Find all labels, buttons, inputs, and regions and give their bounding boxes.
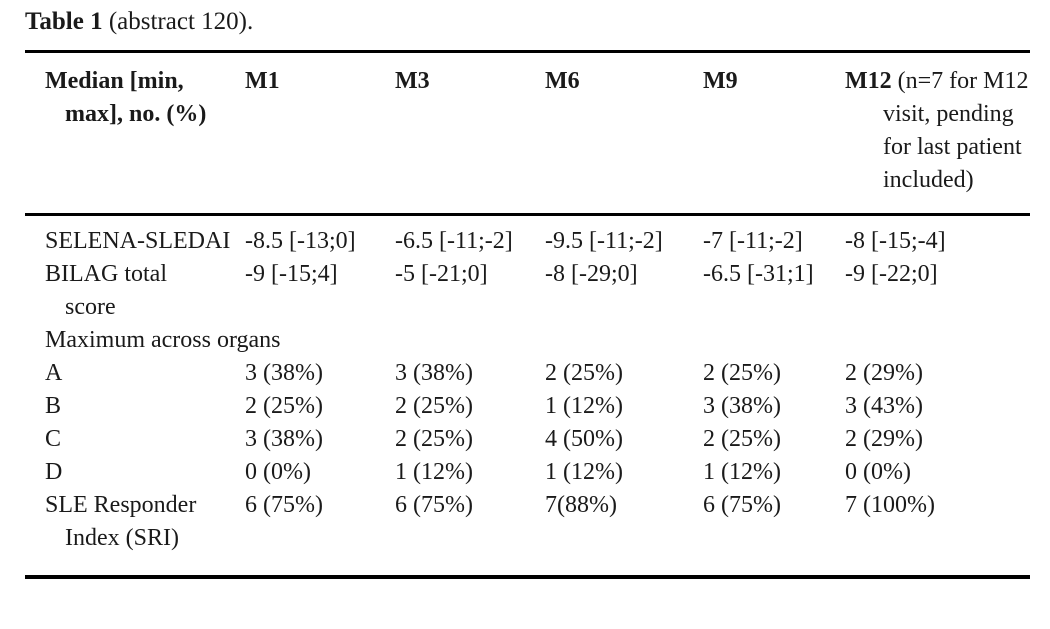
cell-value: 4 (50%) bbox=[545, 426, 623, 452]
cell-value: -8 [-15;-4] bbox=[845, 228, 946, 254]
row-label-sle-responder-index: SLE Responder Index (SRI) bbox=[25, 489, 245, 579]
cell-value: 0 (0%) bbox=[845, 459, 911, 485]
table-row: B 2 (25%) 2 (25%) 1 (12%) 3 (38%) 3 (43%… bbox=[25, 390, 1030, 423]
cell-value: -6.5 [-11;-2] bbox=[395, 228, 513, 254]
cell-value: -5 [-21;0] bbox=[395, 261, 488, 287]
cell-value: -9.5 [-11;-2] bbox=[545, 228, 663, 254]
section-label-maximum-across-organs: Maximum across organs bbox=[45, 327, 281, 353]
header-m9: M9 bbox=[703, 50, 845, 216]
header-m12: M12 (n=7 for M12 visit, pending for last… bbox=[845, 50, 1030, 216]
cell-value: 2 (25%) bbox=[703, 426, 781, 452]
table-container: Median [min, max], no. (%) M1 M3 M6 M9 M… bbox=[25, 50, 1030, 579]
row-label-b: B bbox=[45, 393, 62, 419]
table-caption-rest: (abstract 120). bbox=[102, 8, 254, 35]
table-caption-number: Table 1 bbox=[25, 8, 103, 35]
cell-value: 3 (43%) bbox=[845, 393, 923, 419]
header-m6: M6 bbox=[545, 50, 703, 216]
cell-value: -8 [-29;0] bbox=[545, 261, 638, 287]
cell-value: 1 (12%) bbox=[545, 459, 623, 485]
cell-value: 2 (25%) bbox=[395, 426, 473, 452]
cell-value: 2 (29%) bbox=[845, 360, 923, 386]
cell-value: 3 (38%) bbox=[245, 426, 323, 452]
cell-value: 7 (100%) bbox=[845, 489, 1030, 579]
cell-value: -9 [-22;0] bbox=[845, 261, 938, 287]
cell-value: 2 (25%) bbox=[545, 360, 623, 386]
table-caption: Table 1 (abstract 120). bbox=[25, 5, 253, 38]
header-row: Median [min, max], no. (%) M1 M3 M6 M9 M… bbox=[25, 50, 1030, 216]
cell-value: 6 (75%) bbox=[395, 489, 545, 579]
table-row: A 3 (38%) 3 (38%) 2 (25%) 2 (25%) 2 (29%… bbox=[25, 357, 1030, 390]
cell-value: 1 (12%) bbox=[703, 459, 781, 485]
header-m3: M3 bbox=[395, 50, 545, 216]
header-m12-note: (n=7 for M12 visit, pending for last pat… bbox=[883, 68, 1029, 193]
cell-value: 1 (12%) bbox=[395, 459, 473, 485]
cell-value: 6 (75%) bbox=[703, 489, 845, 579]
cell-value: 2 (25%) bbox=[395, 393, 473, 419]
header-m12-label: M12 bbox=[845, 68, 892, 94]
row-label-c: C bbox=[45, 426, 62, 452]
row-label-d: D bbox=[45, 459, 63, 485]
table-row: SLE Responder Index (SRI) 6 (75%) 6 (75%… bbox=[25, 489, 1030, 579]
row-label-a: A bbox=[45, 360, 63, 386]
section-row: Maximum across organs bbox=[25, 324, 1030, 357]
row-label-selena-sledai: SELENA-SLEDAI bbox=[45, 228, 231, 254]
row-label-bilag-total-score: BILAG total score bbox=[45, 261, 167, 320]
cell-value: 0 (0%) bbox=[245, 459, 311, 485]
cell-value: 7(88%) bbox=[545, 489, 703, 579]
table-row: SELENA-SLEDAI -8.5 [-13;0] -6.5 [-11;-2]… bbox=[25, 215, 1030, 259]
cell-value: 3 (38%) bbox=[703, 393, 781, 419]
cell-value: 3 (38%) bbox=[245, 360, 323, 386]
table-row: C 3 (38%) 2 (25%) 4 (50%) 2 (25%) 2 (29%… bbox=[25, 423, 1030, 456]
cell-value: 6 (75%) bbox=[245, 489, 395, 579]
cell-value: -7 [-11;-2] bbox=[703, 228, 803, 254]
cell-value: -9 [-15;4] bbox=[245, 261, 338, 287]
cell-value: 2 (29%) bbox=[845, 426, 923, 452]
header-measure: Median [min, max], no. (%) bbox=[25, 50, 245, 216]
table-row: BILAG total score -9 [-15;4] -5 [-21;0] … bbox=[25, 258, 1030, 324]
abstract-table: Median [min, max], no. (%) M1 M3 M6 M9 M… bbox=[25, 50, 1030, 579]
cell-value: -6.5 [-31;1] bbox=[703, 261, 814, 287]
table-row: D 0 (0%) 1 (12%) 1 (12%) 1 (12%) 0 (0%) bbox=[25, 456, 1030, 489]
cell-value: 2 (25%) bbox=[245, 393, 323, 419]
cell-value: -8.5 [-13;0] bbox=[245, 228, 356, 254]
cell-value: 1 (12%) bbox=[545, 393, 623, 419]
cell-value: 3 (38%) bbox=[395, 360, 473, 386]
cell-value: 2 (25%) bbox=[703, 360, 781, 386]
header-m1: M1 bbox=[245, 50, 395, 216]
